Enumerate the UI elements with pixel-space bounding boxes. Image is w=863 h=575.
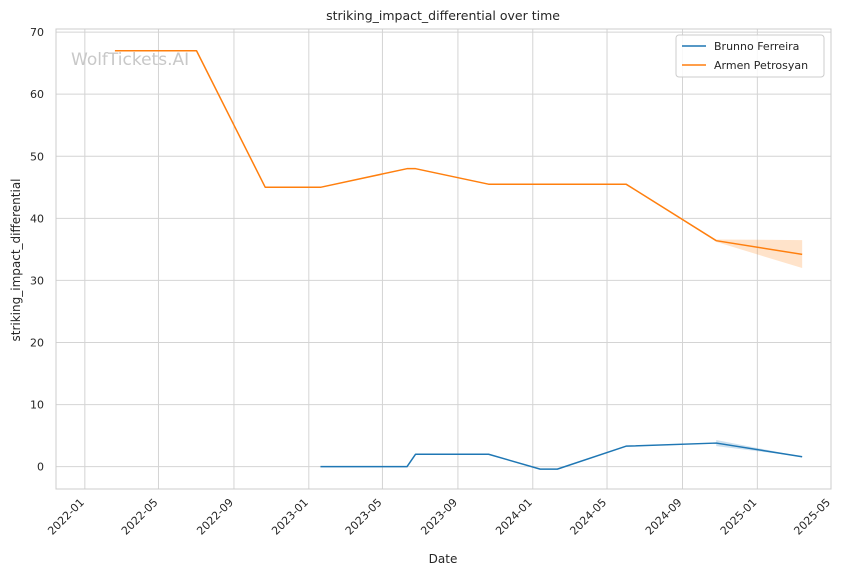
legend: Brunno Ferreira Armen Petrosyan <box>675 34 825 78</box>
y-tick-label: 50 <box>30 150 44 163</box>
series-line <box>114 49 803 256</box>
series-line <box>320 442 803 470</box>
confidence-bands <box>716 239 803 457</box>
y-axis-label: striking_impact_differential <box>9 178 23 341</box>
legend-entry: Armen Petrosyan <box>714 59 808 72</box>
plot-frame <box>55 28 832 490</box>
y-tick-label: 40 <box>30 212 44 225</box>
y-tick-label: 70 <box>30 26 44 39</box>
y-axis-ticks: 0 10 20 30 40 50 60 70 <box>30 26 44 474</box>
y-tick-label: 20 <box>30 336 44 349</box>
confidence-band <box>716 439 803 457</box>
confidence-band <box>716 239 803 269</box>
series-lines <box>114 49 803 470</box>
y-tick-label: 0 <box>37 461 44 474</box>
legend-entry: Brunno Ferreira <box>714 40 799 53</box>
chart-title: striking_impact_differential over time <box>326 8 560 23</box>
legend-box <box>675 34 825 78</box>
y-tick-label: 60 <box>30 88 44 101</box>
x-axis-label: Date <box>429 552 458 566</box>
watermark-text: WolfTickets.AI <box>71 50 189 70</box>
y-tick-label: 30 <box>30 274 44 287</box>
y-tick-label: 10 <box>30 399 44 412</box>
